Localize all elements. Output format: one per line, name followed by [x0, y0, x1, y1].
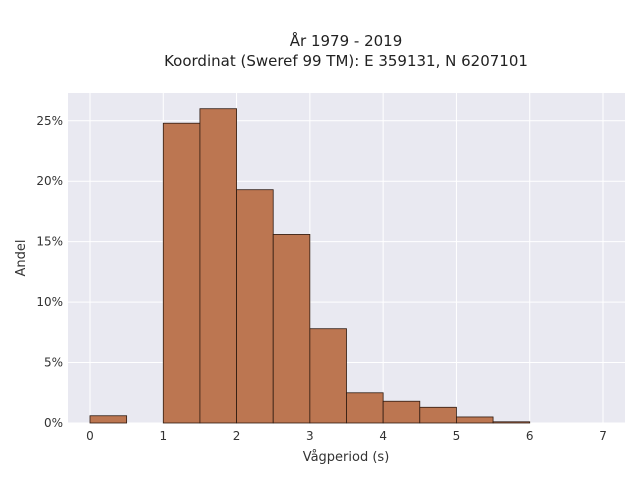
- y-tick-label-4: 20%: [36, 174, 63, 188]
- histogram-bar-1: [162, 122, 201, 424]
- y-tick-label-3: 15%: [36, 235, 63, 249]
- histogram-bar-5: [309, 328, 347, 424]
- histogram-bar-3: [236, 189, 274, 424]
- y-axis-ticks: 0% 5% 10% 15% 20% 25%: [36, 114, 63, 430]
- x-axis-label: Vågperiod (s): [303, 450, 390, 465]
- y-tick-label-5: 25%: [36, 114, 63, 128]
- x-axis-ticks: 0 1 2 3 4 5 6 7: [86, 429, 607, 443]
- x-tick-label-1: 1: [159, 429, 167, 443]
- histogram-bars: [89, 108, 531, 424]
- histogram-bar-0: [89, 415, 128, 424]
- histogram-bar-6: [346, 392, 384, 424]
- x-tick-label-2: 2: [233, 429, 241, 443]
- x-tick-label-7: 7: [599, 429, 607, 443]
- x-tick-label-6: 6: [526, 429, 534, 443]
- histogram-bar-4: [272, 234, 311, 424]
- x-tick-label-3: 3: [306, 429, 314, 443]
- x-tick-label-4: 4: [379, 429, 387, 443]
- histogram-bar-8: [419, 406, 457, 424]
- y-tick-label-0: 0%: [44, 416, 63, 430]
- y-tick-label-2: 10%: [36, 295, 63, 309]
- histogram-bar-10: [492, 421, 531, 424]
- histogram-bar-2: [199, 108, 237, 424]
- y-axis-label: Andel: [14, 240, 29, 277]
- chart-title-line-2: Koordinat (Sweref 99 TM): E 359131, N 62…: [164, 52, 528, 70]
- x-tick-label-0: 0: [86, 429, 94, 443]
- histogram-bar-7: [382, 400, 421, 424]
- chart-title-line-1: År 1979 - 2019: [290, 31, 403, 50]
- y-tick-label-1: 5%: [44, 356, 63, 370]
- x-tick-label-5: 5: [453, 429, 461, 443]
- histogram-bar-9: [456, 416, 494, 424]
